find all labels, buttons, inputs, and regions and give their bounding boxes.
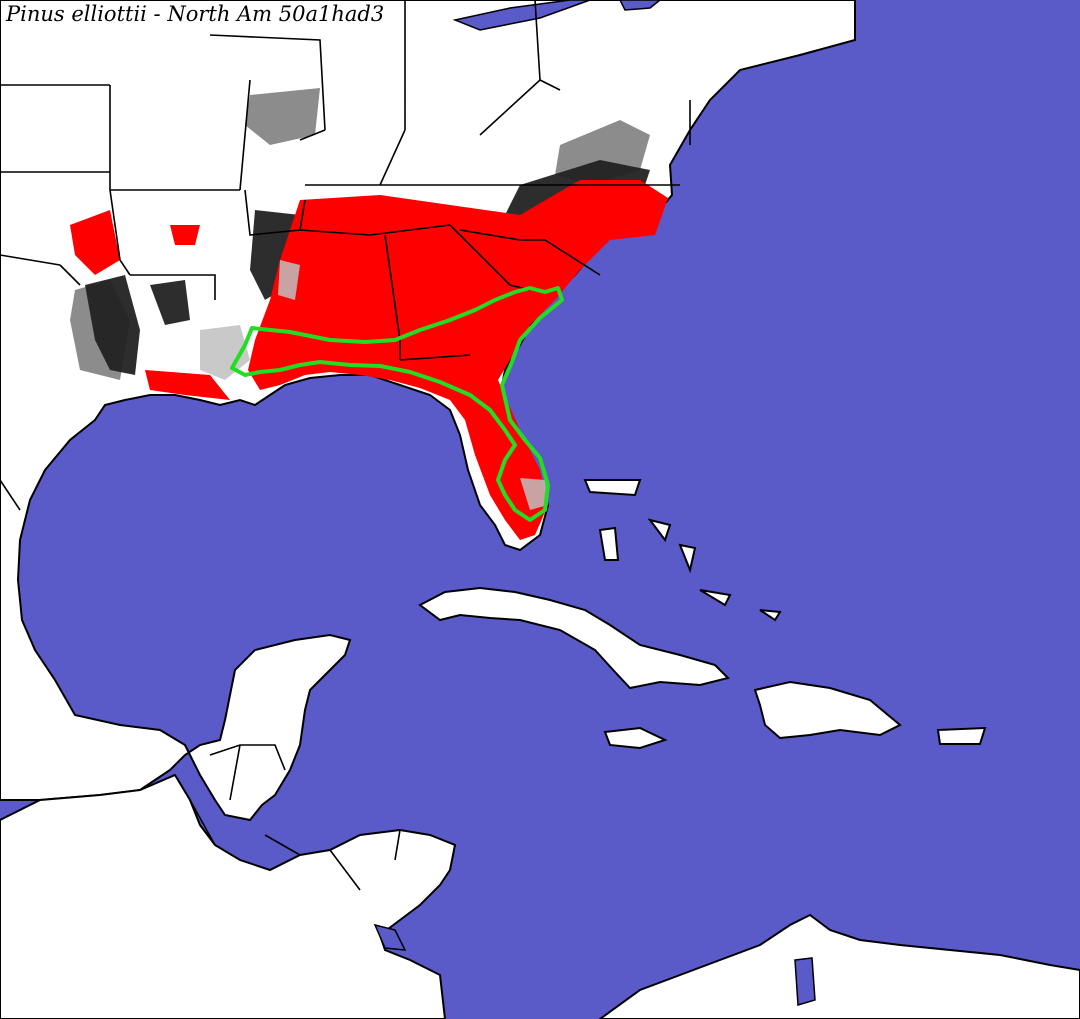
suitability-high-west [70,210,230,400]
puerto-rico-island [936,726,987,745]
jamaica-island [603,726,668,750]
suitability-high-zone [248,180,668,540]
lake-erie [452,0,591,31]
south-america-landmass [598,913,1080,1019]
boundaries-layer [0,0,691,891]
suitability-layer [70,88,668,540]
observed-range-outline [230,286,564,522]
lake-maracaibo [794,957,816,1006]
hispaniola-island [753,680,902,740]
cuba-island [418,586,730,690]
map-title: Pinus elliottii - North Am 50a1had3 [6,2,385,26]
country-boundary-lines [0,479,401,891]
lake-nicaragua [373,923,407,951]
bahamas-islands [583,479,782,622]
lake-ontario [619,0,662,11]
